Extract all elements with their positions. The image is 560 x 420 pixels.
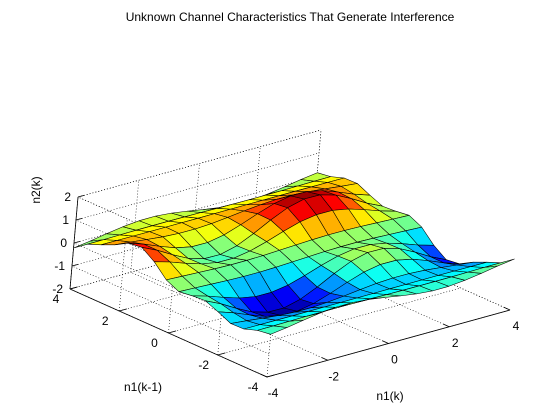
y-tick-label: 0 xyxy=(151,336,158,350)
x-tick-label: -2 xyxy=(328,369,339,383)
grid-line-leftwall-y xyxy=(266,284,276,378)
grid-line-backwall-z xyxy=(75,152,320,221)
z-tick-mark xyxy=(69,286,77,290)
grid-line-leftwall-y xyxy=(217,262,227,356)
grid-line-backwall-x xyxy=(130,180,140,273)
z-tick-label: -1 xyxy=(54,259,65,273)
z-tick-mark xyxy=(71,263,79,267)
axis-lines xyxy=(69,194,511,378)
x-tick-label: -4 xyxy=(268,386,279,400)
z-tick-label: 0 xyxy=(60,236,67,250)
grid-line-leftwall-y xyxy=(168,240,177,334)
grid-line-leftwall-y xyxy=(118,218,128,312)
z-tick-label: -2 xyxy=(52,282,63,296)
y-tick-mark xyxy=(266,374,275,378)
y-tick-label: -4 xyxy=(248,380,259,394)
z-tick-mark xyxy=(73,240,81,244)
box-edge xyxy=(77,129,322,198)
y-tick-label: 4 xyxy=(53,292,60,306)
grid-line-floor-y xyxy=(217,287,461,356)
x-axis-label: n1(k) xyxy=(376,389,403,403)
z-tick-mark xyxy=(77,194,85,198)
x-tick-label: 4 xyxy=(513,319,520,333)
y-axis-label: n1(k-1) xyxy=(124,380,162,394)
z-tick-label: 1 xyxy=(62,213,69,227)
z-tick-label: 2 xyxy=(64,190,71,204)
x-tick-label: 2 xyxy=(452,336,459,350)
y-tick-mark xyxy=(119,308,127,312)
y-tick-mark xyxy=(168,330,177,334)
y-tick-label: -2 xyxy=(198,358,209,372)
x-tick-mark xyxy=(260,373,268,378)
x-tick-mark xyxy=(503,306,511,311)
surface-patch xyxy=(483,258,515,268)
y-tick-mark xyxy=(217,352,226,356)
chart-title: Unknown Channel Characteristics That Gen… xyxy=(126,10,455,24)
z-tick-mark xyxy=(75,217,83,221)
x-tick-mark xyxy=(442,323,450,328)
x-tick-mark xyxy=(321,357,328,361)
x-tick-mark xyxy=(382,340,389,344)
y-tick-label: 2 xyxy=(102,314,109,328)
z-axis-label: n2(k) xyxy=(29,176,43,203)
surface-mesh xyxy=(73,172,515,335)
x-tick-label: 0 xyxy=(391,353,398,367)
